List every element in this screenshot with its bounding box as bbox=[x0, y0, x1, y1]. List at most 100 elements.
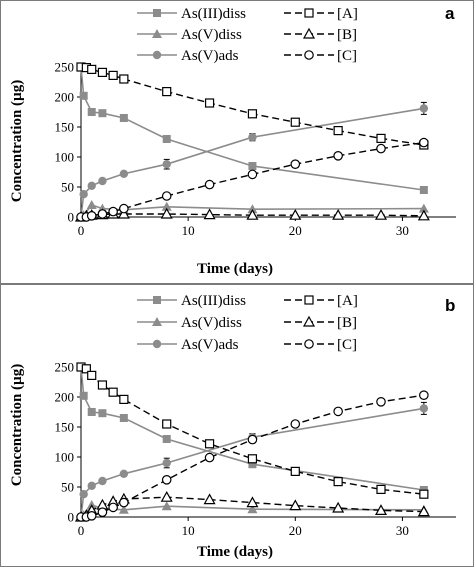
x-tick-label: 0 bbox=[78, 223, 85, 238]
data-point-as-iii-diss bbox=[119, 114, 128, 122]
chart-panel-a: 0 50 100 150 200 250 0 10 20 30 As(III)diss As(V)… bbox=[0, 0, 474, 284]
series-as-iii-diss bbox=[77, 363, 428, 494]
data-point-as-iii-diss bbox=[162, 135, 171, 143]
data-point-as-v-ads bbox=[419, 104, 429, 113]
data-point-as-iii-diss bbox=[79, 91, 88, 100]
data-point-a bbox=[247, 454, 258, 464]
data-point-c bbox=[247, 169, 258, 180]
data-point-c bbox=[333, 406, 343, 417]
data-point-as-iii-diss bbox=[119, 414, 128, 422]
data-point-c bbox=[204, 452, 215, 463]
data-point-as-iii-diss bbox=[87, 408, 96, 416]
data-point-c bbox=[419, 390, 429, 400]
panel-label-b: b bbox=[445, 296, 455, 315]
y-tick-label: 250 bbox=[55, 60, 75, 75]
data-point-c bbox=[161, 191, 172, 201]
data-point-as-v-diss bbox=[86, 200, 97, 209]
data-point-c bbox=[333, 151, 343, 161]
data-point-a bbox=[81, 364, 91, 374]
legend-swatch-as-iii-diss bbox=[137, 9, 177, 17]
data-point-as-v-ads bbox=[119, 469, 129, 478]
x-tick-label: 20 bbox=[289, 523, 302, 538]
data-point-as-v-ads bbox=[98, 476, 107, 486]
y-tick-label: 100 bbox=[55, 450, 75, 465]
data-point-as-iii-diss bbox=[98, 109, 107, 118]
data-point-b bbox=[374, 208, 388, 220]
legend-label-b: [B] bbox=[337, 315, 357, 331]
legend-label-a: [A] bbox=[337, 6, 358, 22]
data-point-c bbox=[119, 203, 129, 214]
chart-b-y-axis-title: Concentration (µg) bbox=[9, 364, 25, 486]
data-point-c bbox=[161, 475, 172, 485]
y-tick-label: 150 bbox=[55, 420, 75, 435]
series-line-a bbox=[80, 366, 424, 495]
legend-swatch-as-iii-diss bbox=[137, 296, 177, 304]
data-point-a bbox=[290, 466, 300, 476]
series-as-v-ads bbox=[76, 101, 429, 222]
x-tick-label: 10 bbox=[182, 223, 195, 238]
data-point-as-v-diss bbox=[418, 203, 429, 213]
legend-swatch-as-v-ads bbox=[137, 50, 177, 60]
data-point-b bbox=[289, 499, 302, 511]
data-point-a bbox=[108, 70, 118, 81]
data-point-c bbox=[108, 502, 118, 513]
data-point-c bbox=[247, 434, 258, 445]
chart-b-svg: 0 50 100 150 200 250 0 10 20 30 As(III)diss As(V)… bbox=[9, 293, 456, 560]
data-point-b bbox=[246, 208, 259, 220]
series-b bbox=[74, 207, 430, 222]
data-point-b bbox=[332, 501, 345, 513]
data-point-a bbox=[290, 117, 300, 127]
data-point-b bbox=[160, 207, 173, 219]
data-point-b bbox=[417, 505, 430, 517]
chart-b-plot: 0 50 100 150 200 250 0 10 20 30 bbox=[55, 360, 456, 538]
legend-label-as-v-ads: As(V)ads bbox=[181, 337, 239, 353]
data-point-a bbox=[162, 419, 172, 429]
y-tick-label: 100 bbox=[55, 150, 75, 165]
legend-swatch-as-v-diss bbox=[137, 317, 177, 326]
data-point-as-v-ads bbox=[119, 169, 129, 178]
data-point-c bbox=[97, 507, 108, 517]
chart-a-y-axis-title: Concentration (µg) bbox=[9, 80, 25, 202]
data-point-b bbox=[289, 208, 302, 220]
chart-a-plot: 0 50 100 150 200 250 0 10 20 30 bbox=[55, 60, 456, 238]
chart-panel-b: 0 50 100 150 200 250 0 10 20 30 As(III)diss As(V)… bbox=[0, 284, 474, 567]
chart-a-legend: As(III)diss As(V)diss As(V)ads [A] [B] bbox=[137, 6, 358, 64]
y-tick-label: 200 bbox=[55, 390, 75, 405]
series-a bbox=[76, 362, 429, 499]
data-point-as-iii-diss bbox=[419, 186, 428, 194]
data-point-as-v-ads bbox=[248, 133, 257, 142]
legend-label-as-iii-diss: As(III)diss bbox=[181, 293, 246, 309]
data-point-as-iii-diss bbox=[87, 108, 96, 116]
data-point-as-v-diss bbox=[247, 204, 258, 214]
y-tick-label: 0 bbox=[68, 210, 75, 225]
panel-label-a: a bbox=[445, 4, 455, 23]
data-point-as-v-diss bbox=[118, 504, 129, 514]
data-point-c bbox=[97, 209, 108, 219]
y-tick-label: 50 bbox=[61, 180, 74, 195]
y-tick-label: 200 bbox=[55, 90, 75, 105]
data-point-a bbox=[97, 380, 108, 390]
data-point-as-iii-diss bbox=[248, 460, 257, 469]
data-point-b bbox=[203, 493, 216, 505]
legend-swatch-b bbox=[284, 27, 334, 39]
legend-label-b: [B] bbox=[337, 27, 357, 43]
x-tick-label: 30 bbox=[396, 523, 409, 538]
legend-swatch-b bbox=[284, 315, 334, 327]
legend-swatch-a bbox=[284, 295, 334, 305]
data-point-a bbox=[87, 64, 97, 75]
data-point-as-v-ads bbox=[162, 160, 171, 169]
data-point-a bbox=[333, 477, 343, 487]
legend-swatch-as-v-diss bbox=[137, 29, 177, 38]
data-point-as-v-ads bbox=[79, 490, 88, 499]
data-point-a bbox=[333, 125, 343, 136]
data-point-as-v-diss bbox=[161, 501, 172, 511]
data-point-a bbox=[419, 489, 429, 499]
x-tick-label: 20 bbox=[289, 223, 302, 238]
data-point-as-iii-diss bbox=[248, 162, 257, 170]
data-point-as-v-ads bbox=[87, 181, 96, 190]
data-point-b bbox=[160, 490, 173, 502]
data-point-as-v-diss bbox=[247, 504, 258, 514]
legend-swatch-c bbox=[284, 50, 334, 60]
data-point-c bbox=[290, 419, 301, 429]
data-point-c bbox=[376, 143, 386, 154]
